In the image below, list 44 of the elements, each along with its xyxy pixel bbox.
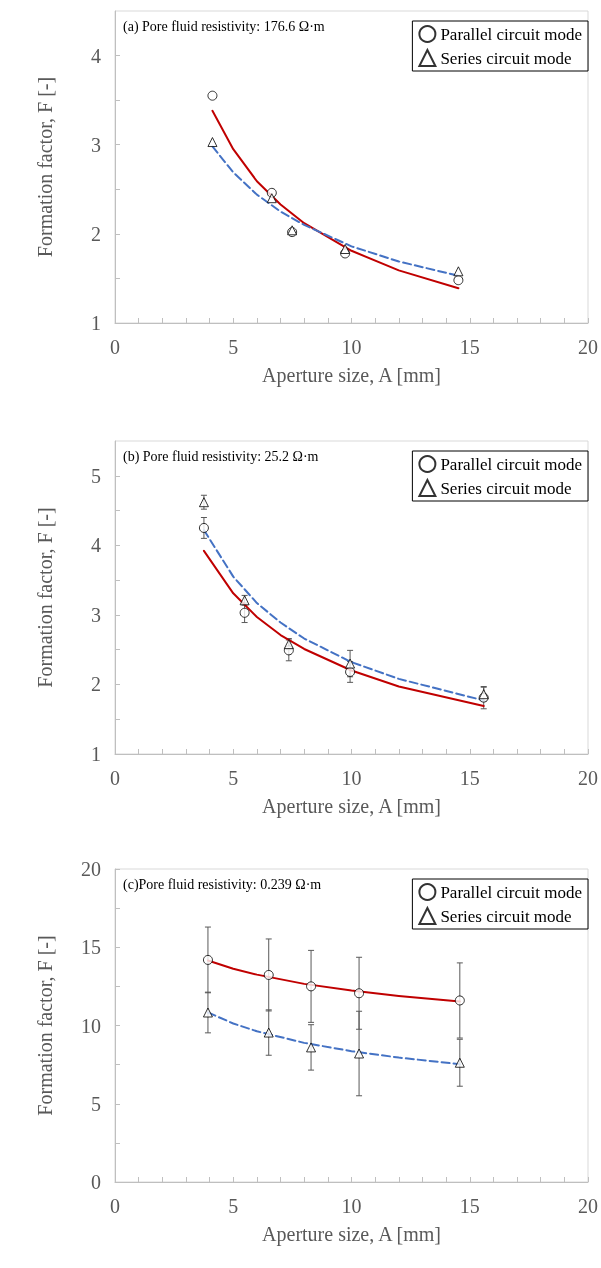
x-tick-label: 5 bbox=[228, 767, 239, 789]
y-tick-label: 20 bbox=[81, 858, 101, 880]
y-tick-label: 15 bbox=[81, 936, 101, 959]
legend-label: Parallel circuit mode bbox=[440, 882, 583, 902]
y-axis-title: Formation factor, F [-] bbox=[34, 76, 56, 258]
annotation: (c)Pore fluid resistivity: 0.239 Ω·m bbox=[123, 876, 322, 893]
x-tick-label: 5 bbox=[228, 336, 239, 358]
y-tick-label: 1 bbox=[91, 312, 101, 334]
x-axis-title: Aperture size, A [mm] bbox=[262, 364, 441, 387]
y-tick-label: 2 bbox=[91, 673, 101, 696]
y-tick-label: 4 bbox=[91, 44, 101, 67]
y-tick-label: 5 bbox=[91, 464, 101, 487]
x-tick-label: 15 bbox=[459, 767, 480, 789]
legend-label: Parallel circuit mode bbox=[440, 454, 583, 474]
annotation: (b) Pore fluid resistivity: 25.2 Ω·m bbox=[123, 448, 319, 465]
y-axis-title: Formation factor, F [-] bbox=[34, 935, 56, 1116]
x-tick-label: 15 bbox=[459, 336, 480, 358]
x-tick-label: 20 bbox=[578, 1195, 598, 1217]
x-tick-label: 0 bbox=[110, 336, 120, 358]
x-tick-label: 5 bbox=[228, 1195, 239, 1217]
y-tick-label: 4 bbox=[91, 534, 101, 557]
x-tick-label: 20 bbox=[578, 767, 598, 789]
legend-label: Series circuit mode bbox=[440, 48, 572, 68]
legend-label: Series circuit mode bbox=[440, 478, 572, 498]
y-tick-label: 10 bbox=[81, 1014, 101, 1037]
x-tick-label: 10 bbox=[341, 767, 362, 789]
x-tick-label: 0 bbox=[110, 1195, 120, 1217]
x-tick-label: 20 bbox=[578, 336, 598, 358]
x-axis-title: Aperture size, A [mm] bbox=[262, 1223, 441, 1246]
y-tick-label: 1 bbox=[91, 743, 101, 765]
annotation: (a) Pore fluid resistivity: 176.6 Ω·m bbox=[123, 18, 325, 35]
y-tick-label: 2 bbox=[91, 222, 101, 245]
y-axis-title: Formation factor, F [-] bbox=[34, 507, 56, 688]
x-axis-title: Aperture size, A [mm] bbox=[262, 795, 441, 818]
y-tick-label: 3 bbox=[91, 133, 101, 156]
legend-label: Parallel circuit mode bbox=[440, 24, 583, 44]
x-tick-label: 15 bbox=[459, 1195, 480, 1217]
y-tick-label: 3 bbox=[91, 603, 101, 626]
y-tick-label: 0 bbox=[91, 1171, 101, 1193]
legend-label: Series circuit mode bbox=[440, 906, 572, 926]
x-tick-label: 10 bbox=[341, 1195, 362, 1217]
x-tick-label: 10 bbox=[341, 336, 362, 358]
y-tick-label: 5 bbox=[91, 1092, 101, 1115]
x-tick-label: 0 bbox=[110, 767, 120, 789]
